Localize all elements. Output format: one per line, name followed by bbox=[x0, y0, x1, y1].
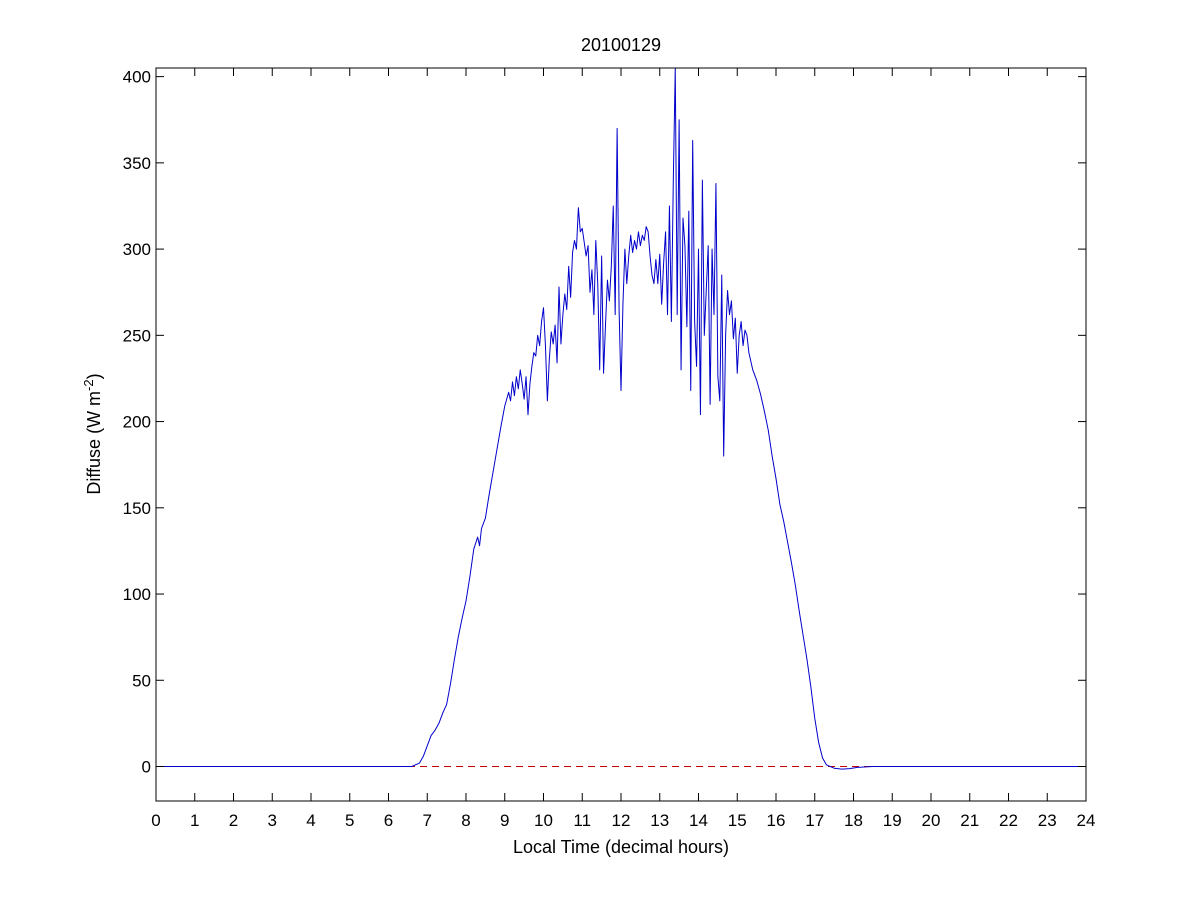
x-tick-label: 7 bbox=[423, 811, 432, 830]
y-tick-label: 200 bbox=[123, 413, 151, 432]
x-tick-label: 4 bbox=[306, 811, 315, 830]
series-line-0 bbox=[156, 67, 1086, 770]
x-axis-title: Local Time (decimal hours) bbox=[513, 837, 729, 857]
data-layer bbox=[156, 67, 1086, 770]
y-tick-label: 400 bbox=[123, 68, 151, 87]
plot-area: 0 1 2 3 4 5 6 7 8 9 10 11 12 13 14 15 16 17 18 19 20 21 22 23 24… bbox=[123, 67, 1096, 830]
x-tick-label: 15 bbox=[728, 811, 747, 830]
y-tick-label: 150 bbox=[123, 499, 151, 518]
x-tick-label: 1 bbox=[190, 811, 199, 830]
y-tick-label: 300 bbox=[123, 240, 151, 259]
y-tick-label: 250 bbox=[123, 326, 151, 345]
x-tick-label: 5 bbox=[345, 811, 354, 830]
x-tick-label: 22 bbox=[999, 811, 1018, 830]
x-tick-label: 20 bbox=[922, 811, 941, 830]
x-tick-label: 10 bbox=[534, 811, 553, 830]
y-tick-label: 50 bbox=[132, 671, 151, 690]
plot-background bbox=[156, 68, 1086, 801]
y-tick-label: 100 bbox=[123, 585, 151, 604]
x-tick-label: 16 bbox=[767, 811, 786, 830]
x-tick-label: 17 bbox=[805, 811, 824, 830]
x-tick-label: 8 bbox=[461, 811, 470, 830]
y-axis-title-base: Diffuse (W m bbox=[84, 391, 104, 495]
x-tick-label: 23 bbox=[1038, 811, 1057, 830]
x-tick-label: 14 bbox=[689, 811, 708, 830]
y-axis-title-superscript: -2 bbox=[81, 379, 96, 391]
ticks-layer: 0 1 2 3 4 5 6 7 8 9 10 11 12 13 14 15 16 17 18 19 20 21 22 23 24… bbox=[123, 68, 1096, 830]
y-axis-title: Diffuse (W m-2) bbox=[81, 373, 104, 494]
chart-title: 20100129 bbox=[581, 35, 661, 55]
x-tick-label: 6 bbox=[384, 811, 393, 830]
x-tick-label: 12 bbox=[612, 811, 631, 830]
x-tick-label: 18 bbox=[844, 811, 863, 830]
y-tick-label: 0 bbox=[142, 758, 151, 777]
x-tick-label: 0 bbox=[151, 811, 160, 830]
y-axis-title-close: ) bbox=[84, 373, 104, 379]
x-tick-label: 3 bbox=[268, 811, 277, 830]
x-tick-label: 19 bbox=[883, 811, 902, 830]
x-tick-label: 13 bbox=[650, 811, 669, 830]
y-tick-label: 350 bbox=[123, 154, 151, 173]
x-tick-label: 9 bbox=[500, 811, 509, 830]
x-tick-label: 21 bbox=[960, 811, 979, 830]
x-tick-label: 24 bbox=[1077, 811, 1096, 830]
x-tick-label: 11 bbox=[573, 811, 591, 830]
x-tick-label: 2 bbox=[229, 811, 238, 830]
